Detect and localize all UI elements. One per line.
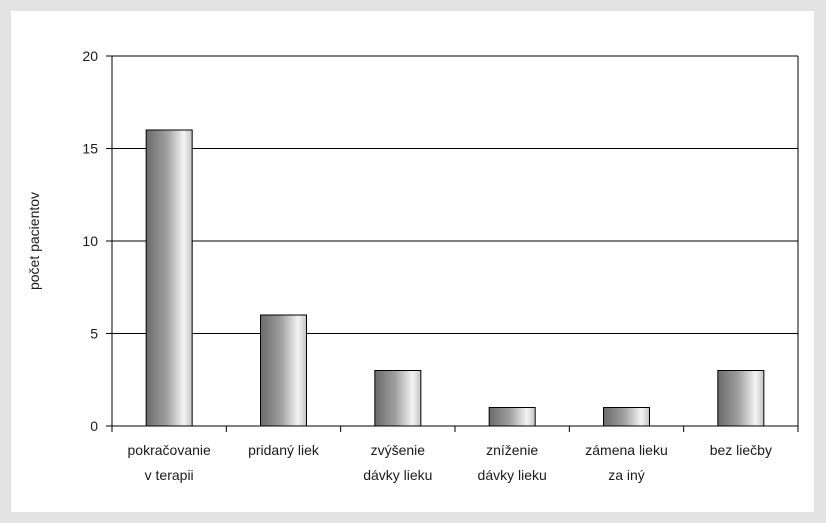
bar — [603, 407, 650, 427]
bars — [145, 129, 765, 427]
y-tick-labels: 0 5 10 15 20 — [82, 48, 98, 434]
x-tick-label: pridaný liek — [248, 442, 320, 458]
x-tick-label: pokračovanie v terapii — [128, 442, 211, 483]
gridlines — [112, 55, 798, 334]
bar-chart: 0 5 10 15 20 pokračovanie v terapii pridaný li… — [26, 48, 799, 483]
y-tick-label: 15 — [82, 141, 98, 157]
x-tick-labels: pokračovanie v terapii pridaný liek zvýšeni… — [128, 442, 772, 483]
y-tick-label: 5 — [90, 326, 98, 342]
bar — [145, 129, 193, 427]
y-tick-label: 20 — [82, 48, 98, 64]
x-tick-label: bez liečby — [710, 442, 772, 458]
chart-panel: 0 5 10 15 20 pokračovanie v terapii pridaný li… — [11, 11, 814, 512]
bar — [488, 407, 536, 427]
y-tick-label: 10 — [82, 233, 98, 249]
bar — [717, 370, 765, 427]
bar — [260, 314, 307, 427]
y-tick-label: 0 — [90, 418, 98, 434]
x-tick-label: zámena lieku za iný — [585, 442, 668, 483]
y-axis-title: počet pacientov — [26, 192, 42, 290]
bar — [374, 370, 422, 427]
x-tick-label: zvýšenie dávky lieku — [363, 442, 432, 483]
axes — [106, 55, 799, 432]
x-tick-label: zníženie dávky lieku — [478, 442, 547, 483]
